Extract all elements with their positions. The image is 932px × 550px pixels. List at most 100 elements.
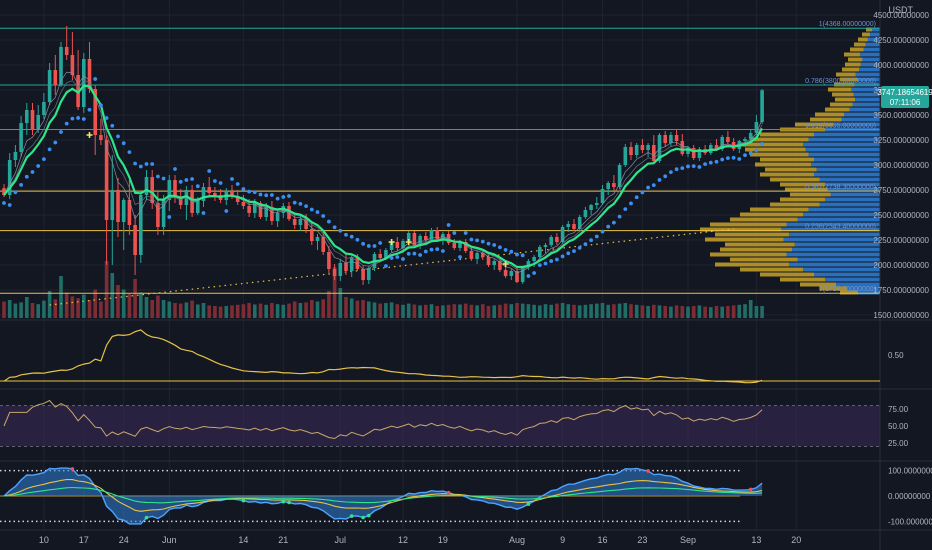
sar-dot [264, 193, 269, 198]
osc3-cross-dot [646, 469, 650, 473]
sar-dot [441, 249, 445, 253]
candle-body [110, 190, 115, 220]
volume-profile-bar-buy [786, 252, 880, 257]
fib-level-label: 0.382(2738.30000000) [805, 184, 876, 191]
volume-profile-bar-buy [814, 272, 880, 277]
rsi-pane[interactable]: 75.00 50.00 25.00 [0, 399, 909, 449]
sar-dot [87, 107, 92, 112]
volume-bar [481, 304, 485, 318]
volume-bar [606, 304, 610, 318]
candle-body [691, 148, 696, 158]
volume-bar [463, 303, 468, 318]
time-tick-label: 21 [278, 535, 288, 545]
volume-bar [361, 300, 365, 318]
volume-bar [310, 300, 314, 318]
oscillator-pane-1[interactable]: 0.50 [0, 329, 904, 384]
candle-body [412, 233, 417, 246]
volume-profile-bar-sell [780, 182, 825, 187]
ma-main-line [3, 84, 764, 269]
sar-dot [686, 164, 690, 169]
volume-profile-bar-buy [797, 257, 880, 262]
osc3-secondary-line [3, 486, 763, 504]
volume-profile-bar-buy [803, 212, 880, 217]
volume-profile-bar-sell [730, 217, 798, 222]
sar-dot [406, 251, 411, 256]
candle-body [315, 237, 320, 241]
time-axis[interactable]: 10 17 24 Jun 14 21 Jul 12 19 Aug 9 16 23 Sep 13 20 [39, 535, 801, 545]
volume-profile-bar-buy [860, 62, 880, 67]
sar-dot [150, 162, 155, 166]
sar-dot [492, 243, 497, 247]
sar-dot [127, 150, 132, 155]
sar-dot [332, 225, 337, 230]
time-tick-label: 24 [119, 535, 129, 545]
sar-dot [498, 245, 502, 250]
volume-bar [287, 303, 291, 318]
volume-profile-bar-sell [828, 87, 852, 92]
volume-bar [378, 303, 382, 318]
volume-bar [600, 303, 605, 318]
volume-profile-bar-sell [850, 47, 864, 52]
volume-profile-bar-sell [840, 77, 858, 82]
volume-bar [292, 301, 297, 318]
volume-bar [657, 305, 662, 318]
sar-dot [190, 177, 195, 181]
volume-bar [429, 304, 434, 318]
volume-bar [53, 299, 58, 318]
candle-body [310, 229, 314, 241]
volume-bar [13, 303, 18, 318]
sar-dot [355, 237, 360, 242]
volume-profile-bar-sell [820, 286, 847, 291]
candle-body [144, 177, 149, 195]
candle-body [201, 187, 206, 201]
volume-profile-bar-buy [814, 172, 880, 177]
volume-bar [629, 304, 633, 318]
volume-bar [327, 291, 331, 318]
candle-body [292, 219, 297, 225]
volume-profile-bar-buy [808, 207, 880, 212]
volume-bar [412, 304, 417, 318]
sar-dot [737, 157, 742, 161]
candle-body [606, 183, 610, 189]
candle-body [458, 242, 462, 248]
volume-profile-bar-buy [862, 57, 880, 62]
volume-profile-bar-sell [836, 72, 856, 77]
candle-body [173, 180, 177, 197]
candle-body [389, 242, 394, 250]
volume-profile-bar-buy [786, 222, 880, 227]
sar-dot [235, 182, 240, 186]
volume-bar [441, 305, 445, 318]
candle-body [156, 203, 160, 227]
sar-dot [760, 142, 764, 146]
volume-bar [213, 306, 217, 318]
sar-dot [7, 203, 12, 207]
volume-bar [760, 306, 764, 318]
volume-profile-bar-buy [860, 52, 880, 57]
price-tick-label: 1750.00000000 [873, 286, 929, 295]
rsi-line [3, 399, 763, 440]
candle-body [424, 236, 428, 240]
candle-body [509, 271, 514, 276]
sar-dot [99, 103, 103, 108]
volume-bar [184, 302, 189, 318]
volume-bar [623, 303, 628, 318]
volume-profile-bar-sell [730, 257, 798, 262]
sar-dot [76, 116, 80, 120]
candle-body [435, 230, 439, 239]
sar-dot [532, 271, 536, 275]
candle-body [469, 251, 474, 259]
oscillator-pane-3[interactable]: 100.00000000 0.00000000 -100.00000000 [0, 467, 932, 527]
candle-body [30, 110, 35, 130]
price-pane[interactable]: 1(4368.00000000) 0.786(3800.00000000) 0.61… [0, 21, 880, 318]
volume-bar [258, 303, 263, 318]
volume-profile-bar-sell [825, 107, 850, 112]
candle-body [652, 145, 656, 161]
volume-bar [418, 305, 422, 318]
sar-dot [446, 223, 451, 227]
volume-bar [458, 304, 462, 318]
candle-body [36, 115, 40, 130]
sar-dot [669, 170, 673, 175]
volume-profile-bar-sell [848, 57, 863, 62]
volume-bar [344, 297, 348, 318]
